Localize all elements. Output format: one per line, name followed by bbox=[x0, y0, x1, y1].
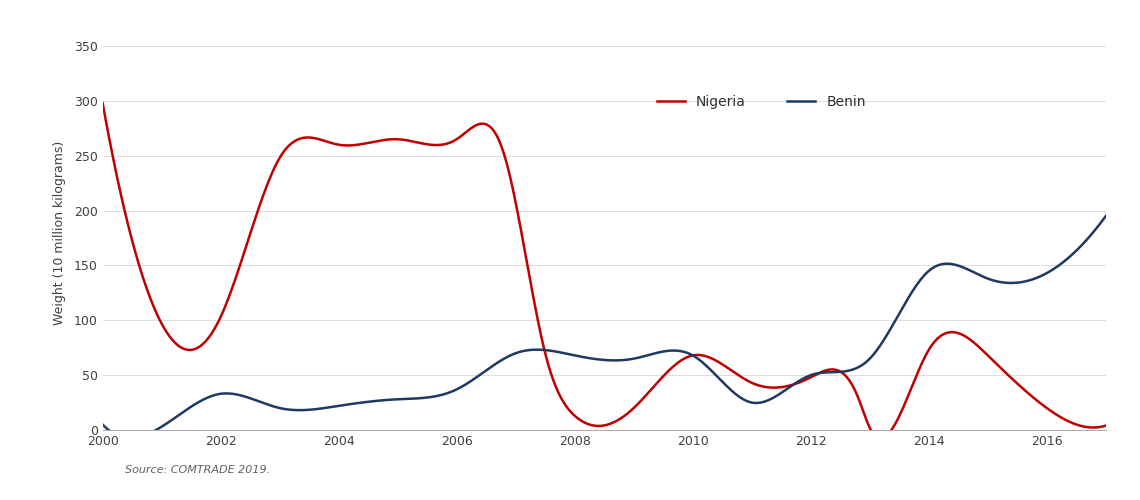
Line: Nigeria: Nigeria bbox=[103, 103, 1106, 438]
Benin bbox=[123, 435, 137, 441]
Y-axis label: Weight (10 million kilograms): Weight (10 million kilograms) bbox=[52, 140, 65, 324]
Nigeria bbox=[157, 325, 171, 331]
Nigeria bbox=[705, 356, 718, 362]
Line: Benin: Benin bbox=[103, 216, 1106, 438]
Benin bbox=[961, 266, 975, 272]
Benin bbox=[679, 350, 693, 356]
Nigeria bbox=[874, 435, 888, 441]
Text: Source: COMTRADE 2019.: Source: COMTRADE 2019. bbox=[125, 465, 270, 475]
Benin bbox=[736, 396, 750, 402]
Nigeria bbox=[856, 409, 870, 415]
Nigeria bbox=[735, 374, 749, 380]
Legend: Nigeria, Benin: Nigeria, Benin bbox=[651, 90, 871, 114]
Benin bbox=[158, 422, 172, 428]
Nigeria bbox=[961, 335, 975, 341]
Nigeria bbox=[678, 355, 692, 361]
Benin bbox=[858, 360, 872, 366]
Nigeria bbox=[1099, 422, 1113, 428]
Nigeria bbox=[96, 100, 109, 106]
Benin bbox=[706, 369, 719, 375]
Benin bbox=[96, 422, 109, 428]
Benin bbox=[1099, 213, 1113, 219]
